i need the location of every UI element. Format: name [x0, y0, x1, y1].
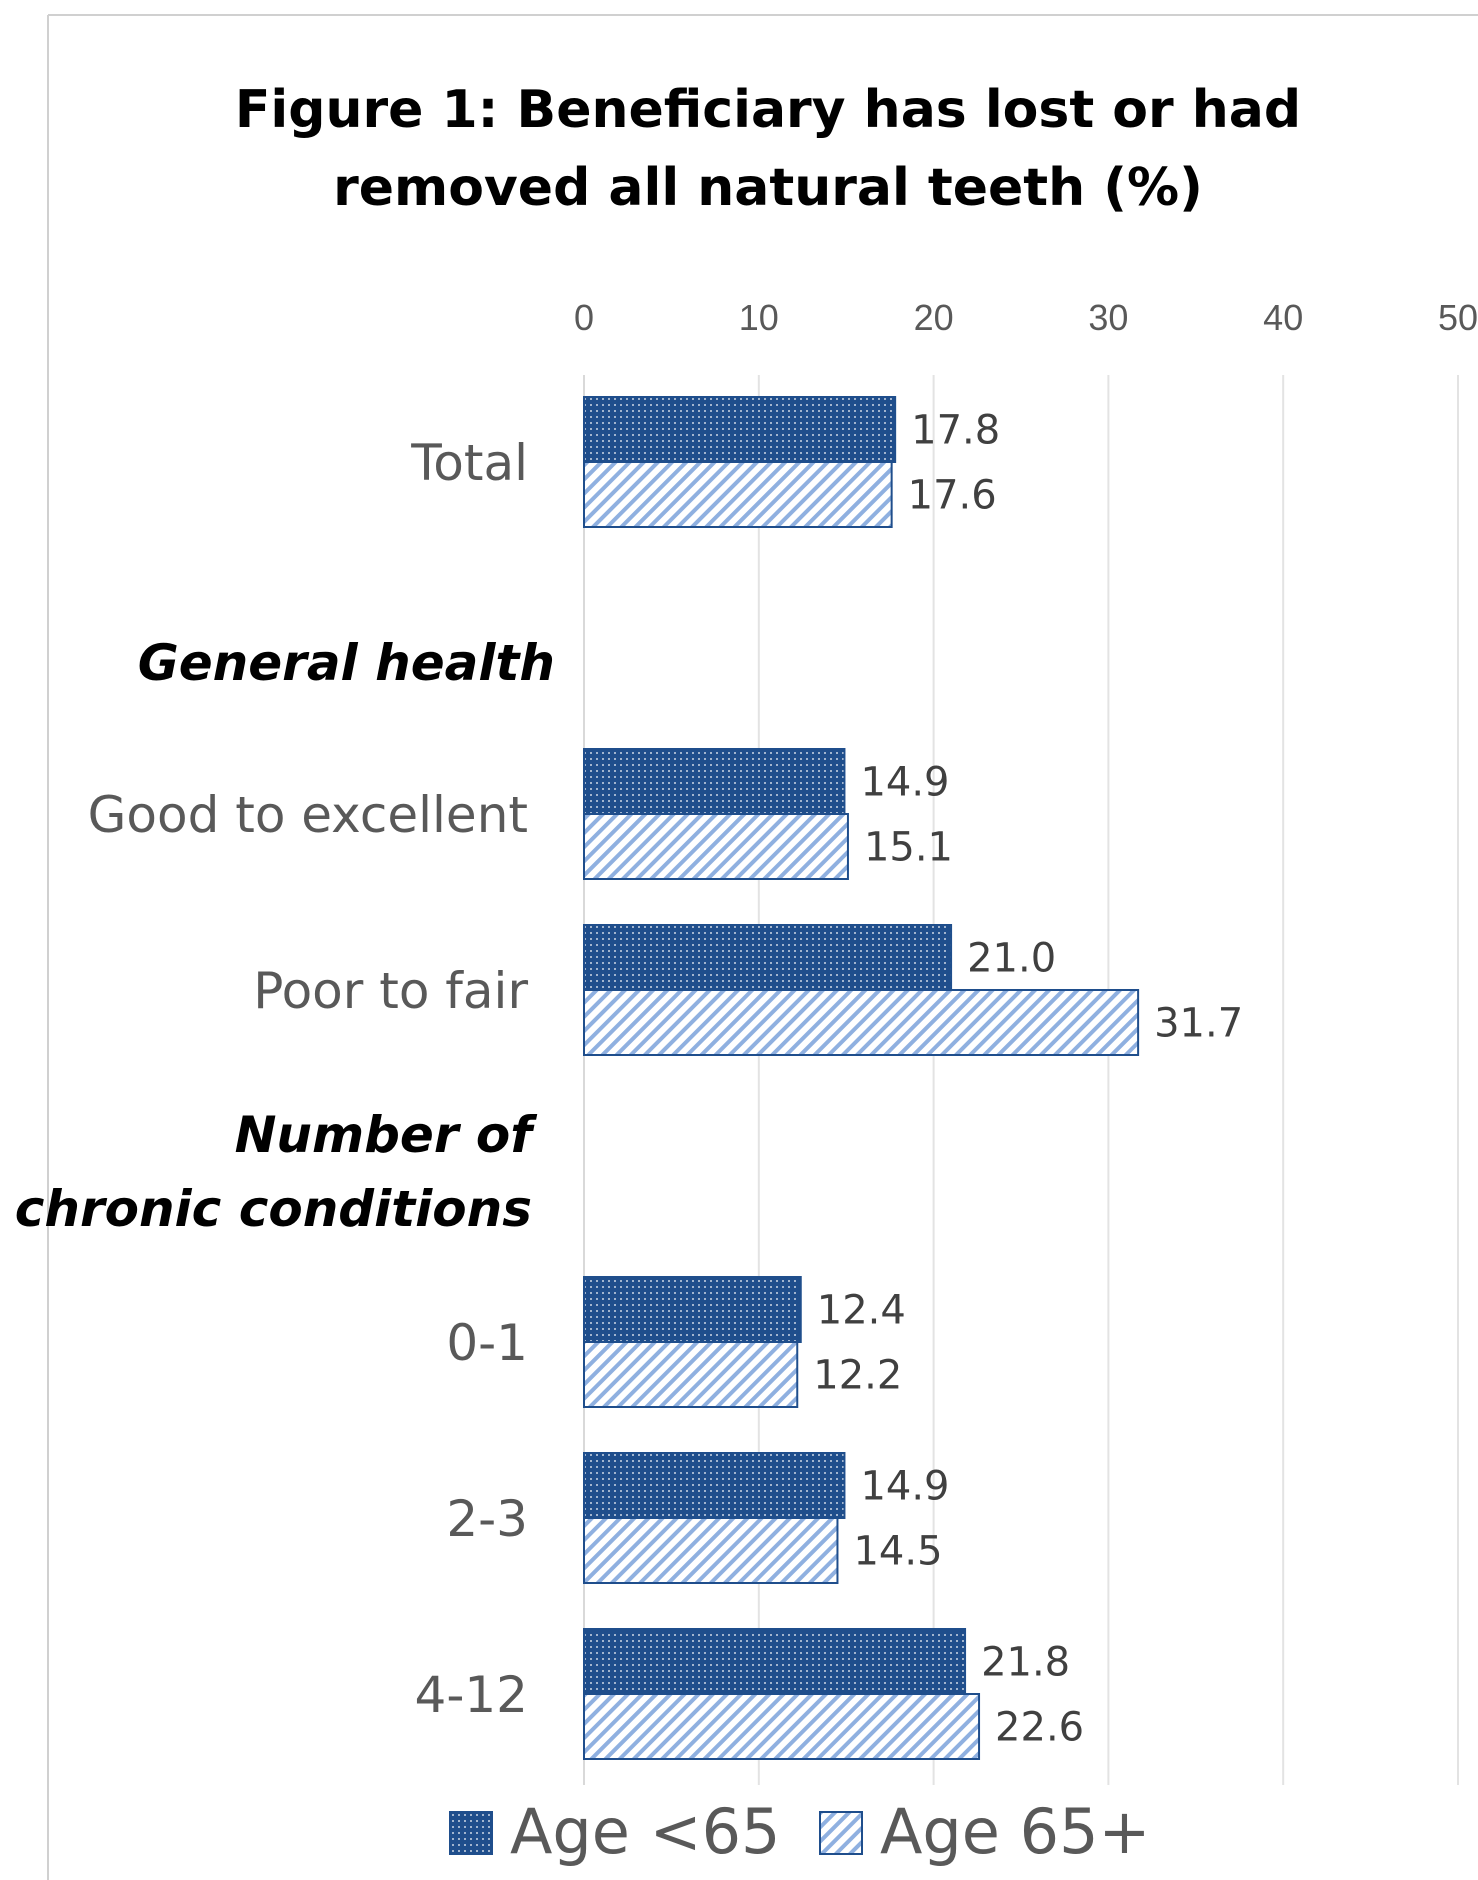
x-tick-label-20: 20	[914, 297, 954, 338]
bar-under65-1	[583, 396, 897, 463]
value-label-under65-5: 14.9	[860, 1464, 949, 1510]
bar-under65-2	[583, 748, 846, 815]
bar-65plus-6	[583, 1693, 981, 1760]
x-tick-label-0: 0	[574, 297, 594, 338]
category-label-2: Good to excellent	[88, 786, 528, 844]
category-label-3: Poor to fair	[253, 962, 528, 1020]
bar-65plus-5	[583, 1517, 839, 1584]
legend-65plus-label: Age 65+	[880, 1795, 1150, 1868]
legend-under65-swatch	[449, 1811, 493, 1855]
value-label-under65-1: 17.8	[911, 408, 1000, 454]
value-label-65plus-2: 15.1	[864, 825, 953, 871]
category-label-1: Total	[410, 434, 528, 492]
bar-65plus-4	[583, 1341, 799, 1408]
value-label-under65-2: 14.9	[860, 760, 949, 806]
category-label-4: 0-1	[446, 1314, 528, 1372]
x-tick-label-30: 30	[1088, 297, 1128, 338]
value-label-65plus-6: 22.6	[995, 1705, 1084, 1751]
chart-title-line-1: Figure 1: Beneficiary has lost or had	[234, 80, 1302, 140]
legend-65plus-swatch	[819, 1811, 863, 1855]
value-label-under65-6: 21.8	[981, 1640, 1070, 1686]
bar-65plus-2	[583, 813, 849, 880]
section-header-1-line-1: General health	[138, 634, 555, 692]
section-header-2-line-2: chronic conditions	[15, 1180, 532, 1238]
value-label-65plus-4: 12.2	[813, 1353, 902, 1399]
category-label-6: 4-12	[415, 1666, 528, 1724]
value-label-65plus-3: 31.7	[1154, 1001, 1243, 1047]
bar-under65-6	[583, 1628, 967, 1695]
bar-65plus-3	[583, 989, 1140, 1056]
value-label-65plus-5: 14.5	[853, 1529, 942, 1575]
value-label-under65-3: 21.0	[967, 936, 1056, 982]
category-label-5: 2-3	[446, 1490, 528, 1548]
section-header-2-line-1: Number of	[235, 1106, 538, 1164]
x-tick-label-50: 50	[1438, 297, 1478, 338]
x-tick-label-10: 10	[739, 297, 779, 338]
bar-under65-4	[583, 1276, 802, 1343]
legend-under65-label: Age <65	[510, 1795, 780, 1868]
x-tick-label-40: 40	[1263, 297, 1303, 338]
bar-under65-5	[583, 1452, 846, 1519]
bar-65plus-1	[583, 461, 893, 528]
chart-title-line-2: removed all natural teeth (%)	[333, 158, 1203, 218]
bar-under65-3	[583, 924, 953, 991]
value-label-65plus-1: 17.6	[908, 473, 997, 519]
value-label-under65-4: 12.4	[817, 1288, 906, 1334]
